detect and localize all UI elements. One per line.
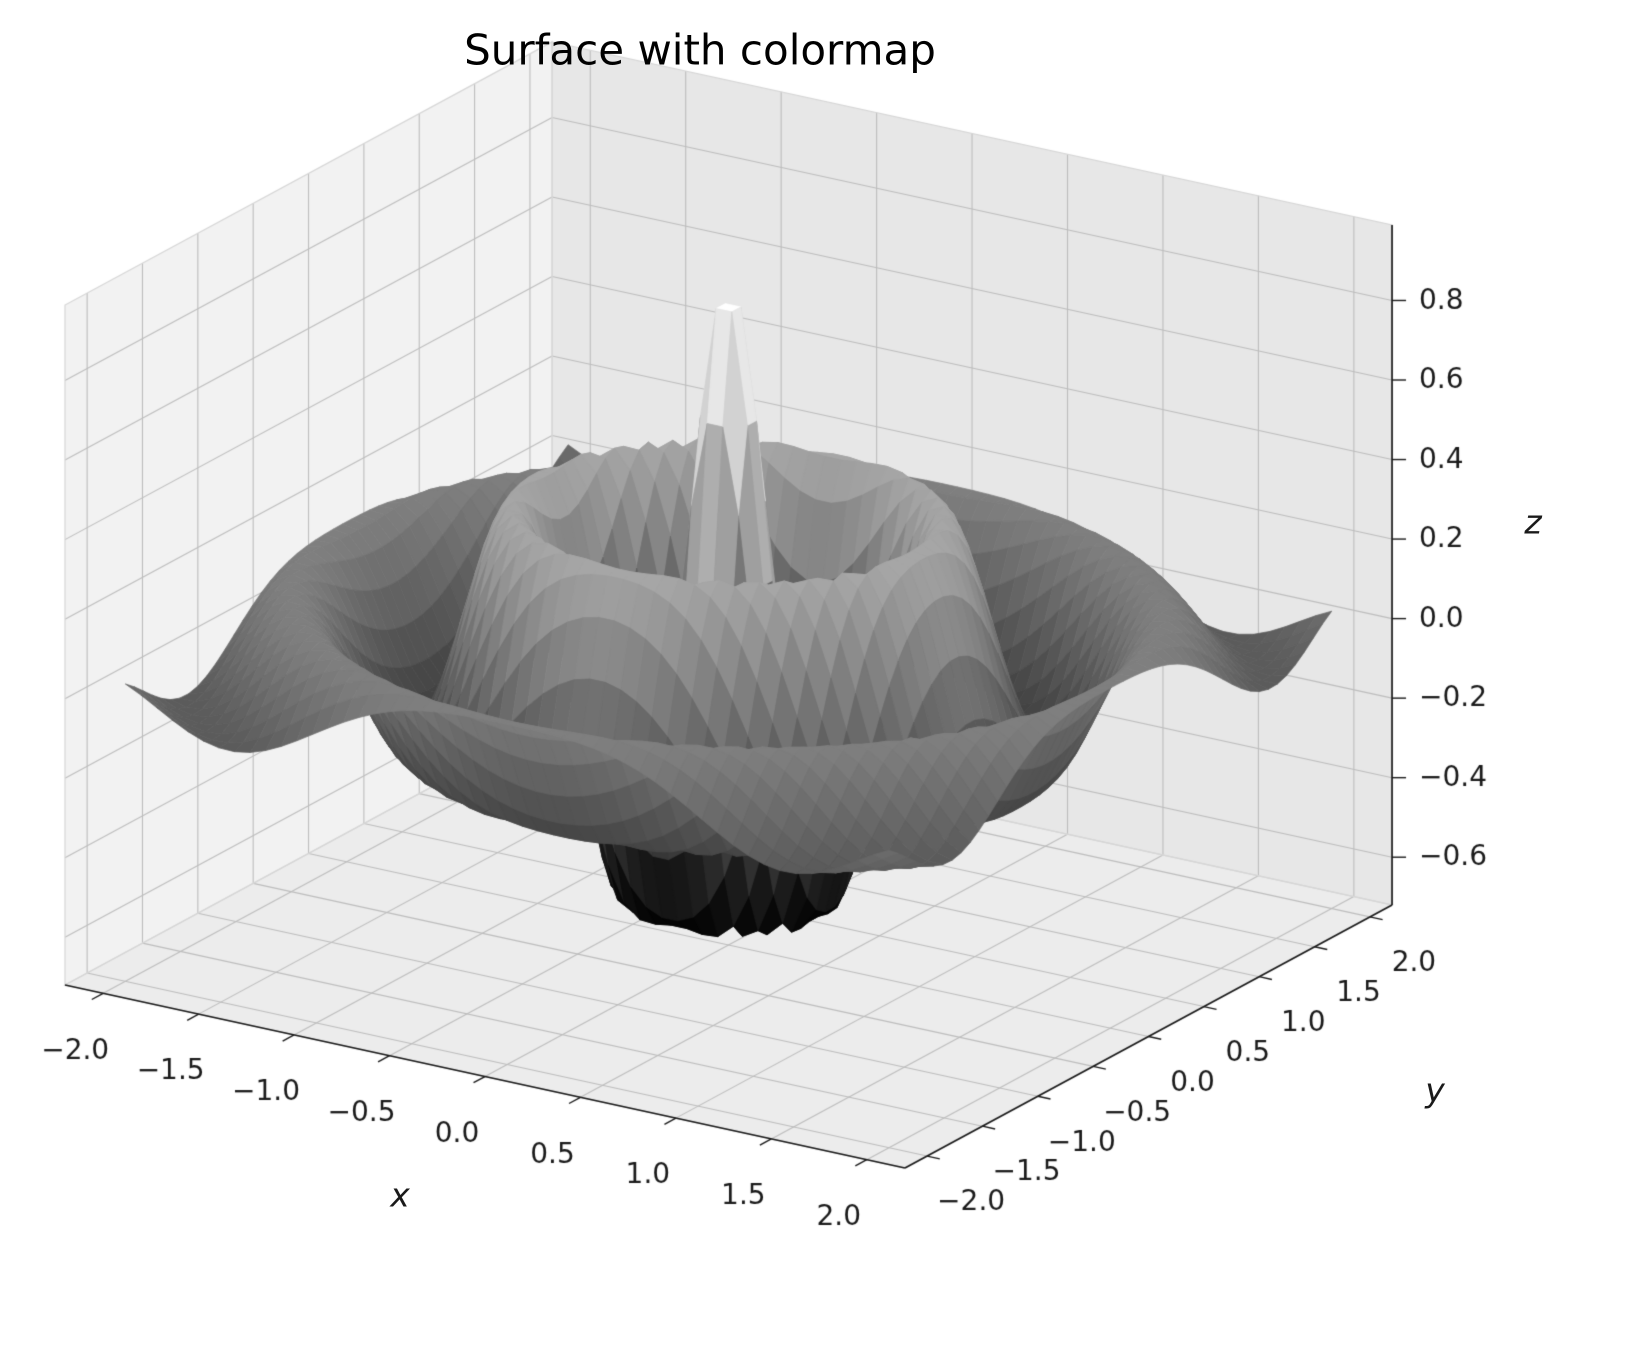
y-axis-label: y bbox=[1425, 1070, 1445, 1110]
x-axis-label: x bbox=[390, 1175, 410, 1215]
chart-title: Surface with colormap bbox=[464, 25, 936, 75]
z-axis-label: z bbox=[1524, 502, 1542, 542]
